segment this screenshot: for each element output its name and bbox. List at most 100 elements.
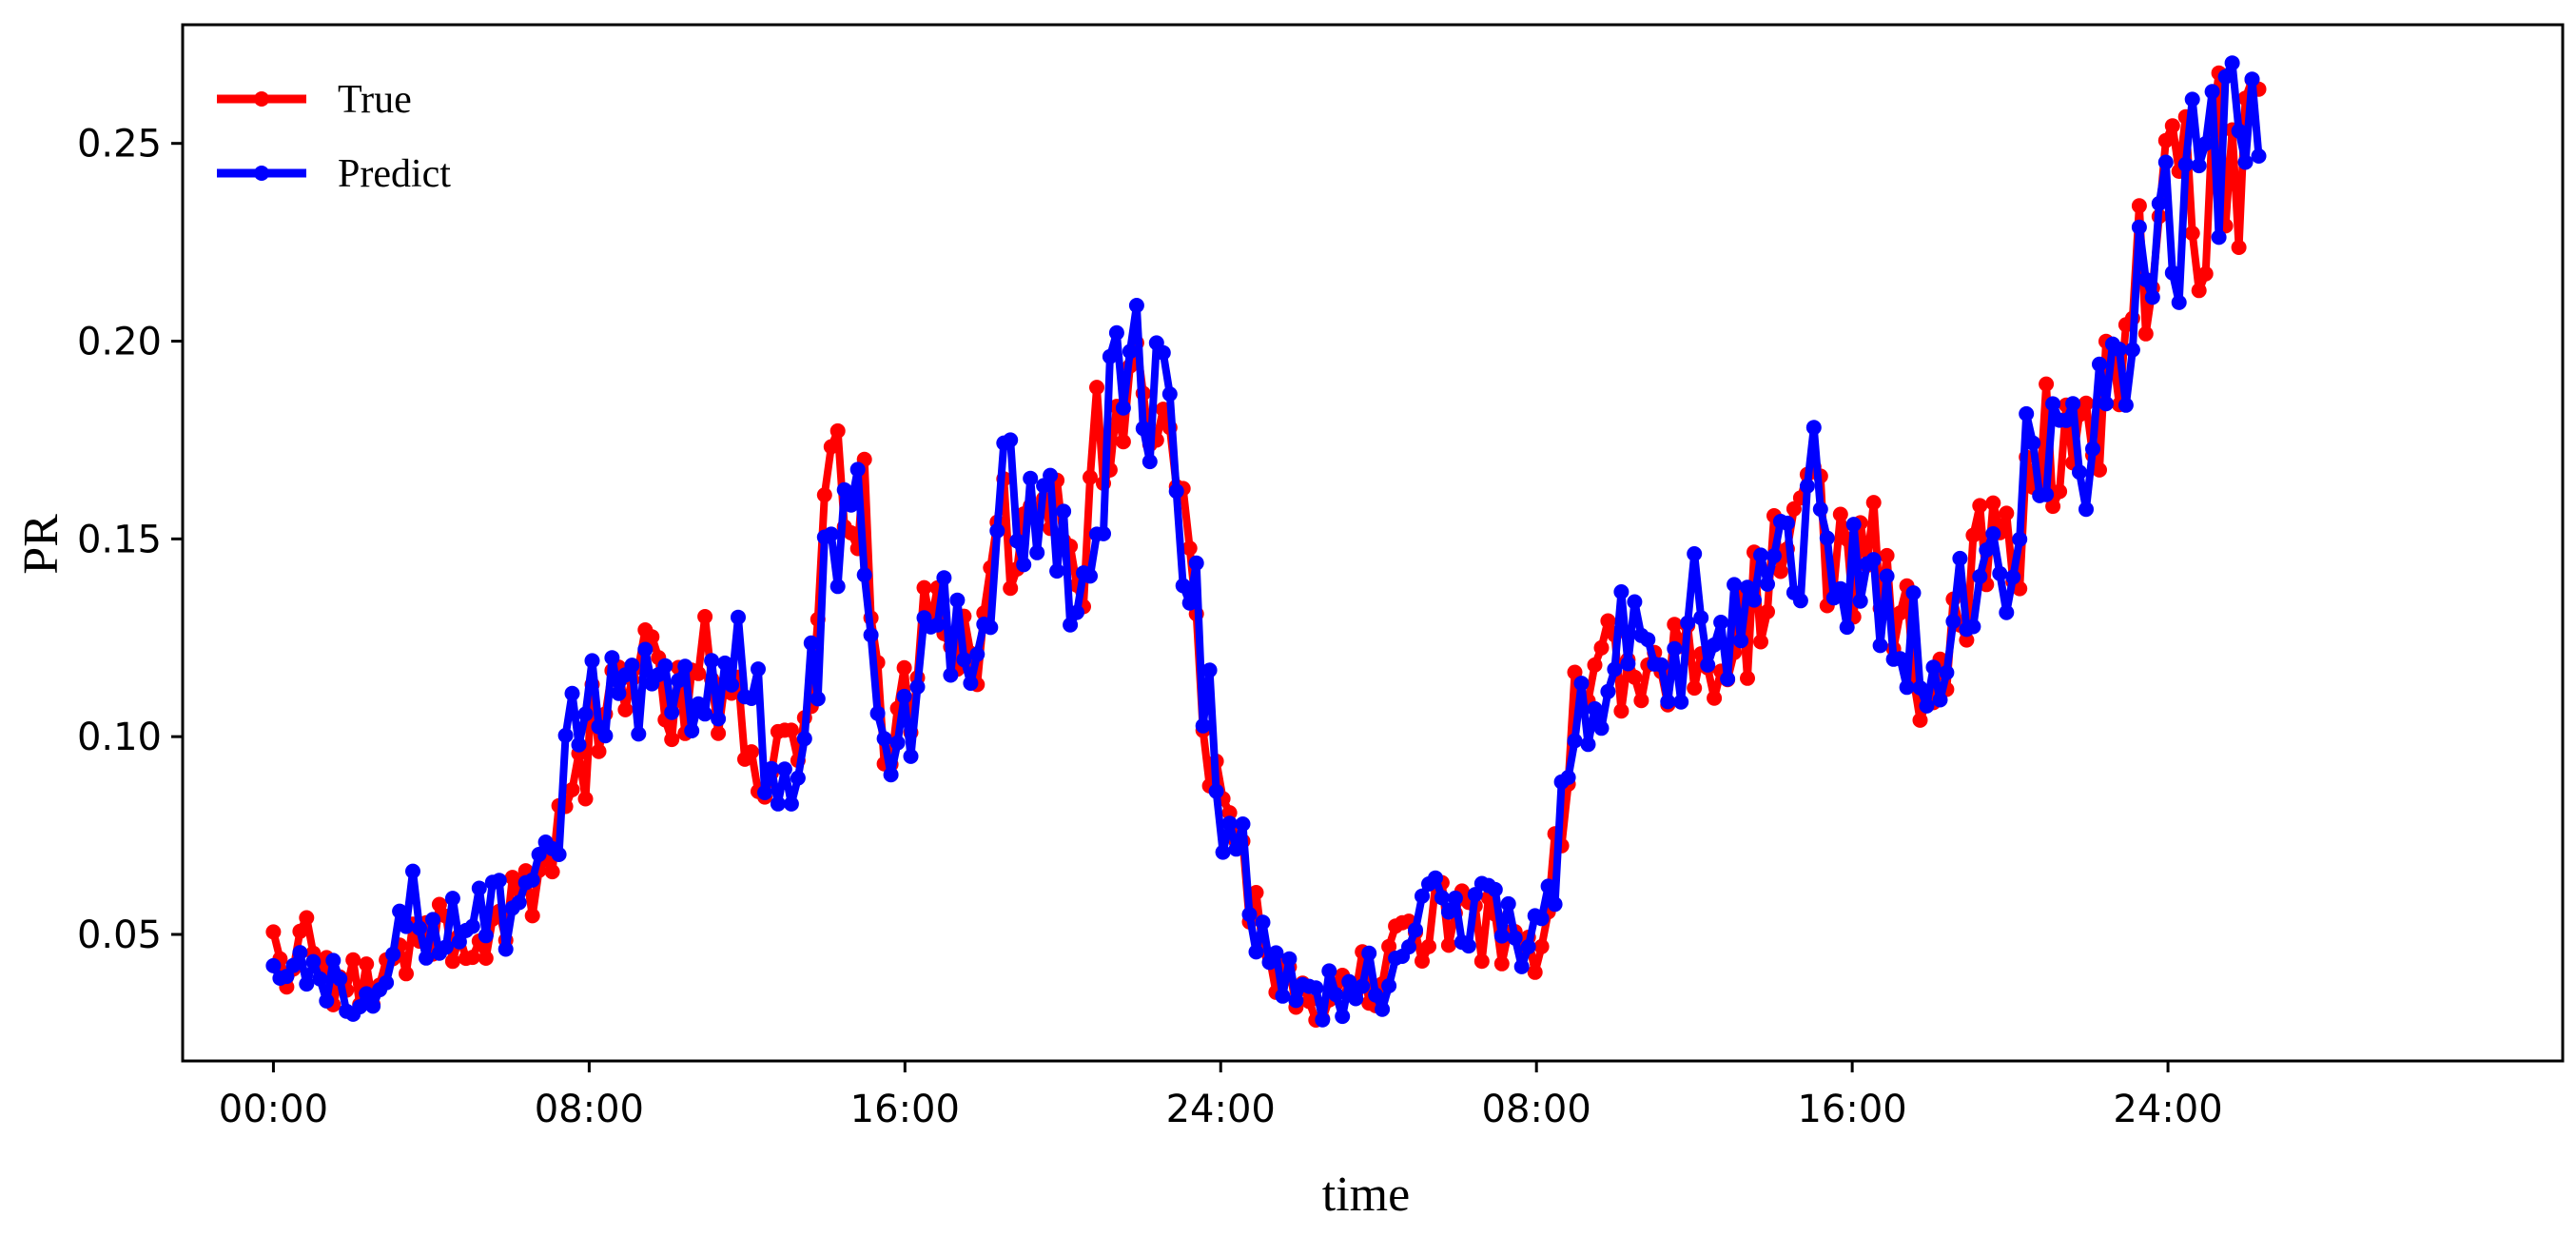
data-point	[2072, 464, 2087, 481]
data-point	[1083, 568, 1098, 584]
data-point	[1573, 676, 1590, 692]
data-point	[1925, 659, 1942, 676]
data-point	[2012, 531, 2028, 547]
data-point	[1580, 736, 1596, 753]
data-point	[1992, 565, 2008, 581]
data-point	[697, 609, 713, 624]
data-point	[1985, 495, 2001, 511]
data-point	[2065, 396, 2081, 412]
data-point	[2197, 135, 2214, 151]
data-point	[399, 918, 414, 934]
data-point	[1447, 890, 1463, 906]
data-point	[1181, 595, 1198, 611]
data-point	[1135, 421, 1151, 437]
data-point	[1168, 483, 1184, 500]
data-point	[464, 950, 480, 966]
x-tick-label: 16:00	[850, 1088, 960, 1131]
data-point	[1248, 944, 1264, 960]
data-point	[757, 785, 772, 800]
data-point	[498, 941, 514, 957]
data-point	[1832, 580, 1848, 597]
data-point	[2131, 219, 2147, 235]
data-point	[1805, 420, 1822, 436]
data-point	[1560, 770, 1576, 785]
data-point	[1819, 530, 1835, 546]
data-point	[2124, 342, 2140, 358]
data-point	[849, 461, 866, 478]
data-point	[1600, 613, 1616, 629]
data-point	[697, 706, 713, 722]
data-point	[1215, 844, 1231, 860]
data-point	[1972, 498, 1988, 514]
data-point	[1713, 615, 1729, 630]
data-point	[929, 617, 946, 633]
data-point	[1023, 470, 1039, 486]
data-point	[1235, 816, 1251, 832]
data-point	[810, 691, 826, 707]
data-point	[299, 976, 315, 992]
data-point	[790, 770, 806, 786]
data-point	[1740, 579, 1755, 596]
y-axis-label: PR	[14, 514, 68, 575]
data-point	[392, 903, 408, 919]
data-point	[265, 957, 282, 973]
data-point	[2191, 158, 2207, 174]
data-point	[1315, 1011, 1331, 1028]
data-point	[617, 701, 634, 717]
data-point	[1727, 577, 1743, 593]
y-tick-label: 0.20	[77, 321, 162, 364]
data-point	[624, 658, 640, 674]
data-point	[1507, 930, 1523, 946]
data-point	[1593, 720, 1610, 736]
data-point	[1440, 904, 1456, 920]
data-point	[611, 685, 627, 701]
data-point	[1056, 503, 1072, 520]
data-point	[1268, 945, 1284, 961]
data-point	[1122, 344, 1138, 360]
data-point	[1003, 580, 1019, 597]
data-point	[1932, 692, 1948, 708]
data-point	[2151, 195, 2167, 211]
data-point	[2231, 240, 2247, 255]
data-point	[305, 953, 322, 970]
data-point	[399, 966, 414, 982]
data-point	[1613, 703, 1630, 719]
data-point	[1355, 978, 1371, 994]
series-line	[269, 59, 2263, 1024]
data-point	[1321, 963, 1337, 979]
data-point	[2092, 356, 2107, 372]
data-point	[1753, 634, 1768, 650]
data-point	[829, 422, 846, 439]
data-point	[1687, 680, 1703, 697]
data-point	[1513, 958, 1530, 974]
data-point	[2085, 441, 2100, 457]
data-point	[279, 969, 295, 985]
data-point	[1587, 700, 1603, 717]
data-point	[2045, 396, 2061, 412]
data-point	[577, 706, 594, 722]
data-point	[1567, 664, 1583, 680]
data-point	[1440, 937, 1456, 953]
data-point	[1852, 593, 1868, 609]
data-point	[2137, 271, 2154, 287]
x-tick-label: 08:00	[1482, 1088, 1591, 1131]
data-point	[677, 658, 693, 675]
data-point	[989, 522, 1005, 539]
data-point	[1865, 495, 1882, 511]
data-point	[783, 722, 799, 738]
data-point	[1707, 637, 1723, 653]
data-point	[1733, 633, 1749, 649]
data-point	[1613, 584, 1630, 599]
data-point	[1348, 991, 1364, 1007]
x-axis-ticks: 00:00 08:00 16:00 24:00 08:00 16:00 24:00	[219, 1061, 2223, 1131]
data-point	[312, 971, 328, 987]
data-point	[292, 945, 308, 961]
data-point	[1335, 1009, 1351, 1025]
data-point	[1999, 505, 2015, 521]
data-point	[843, 497, 859, 513]
data-point	[711, 711, 727, 727]
data-point	[1161, 386, 1178, 403]
data-point	[1421, 938, 1436, 954]
data-point	[1520, 939, 1536, 954]
data-point	[1043, 467, 1059, 483]
